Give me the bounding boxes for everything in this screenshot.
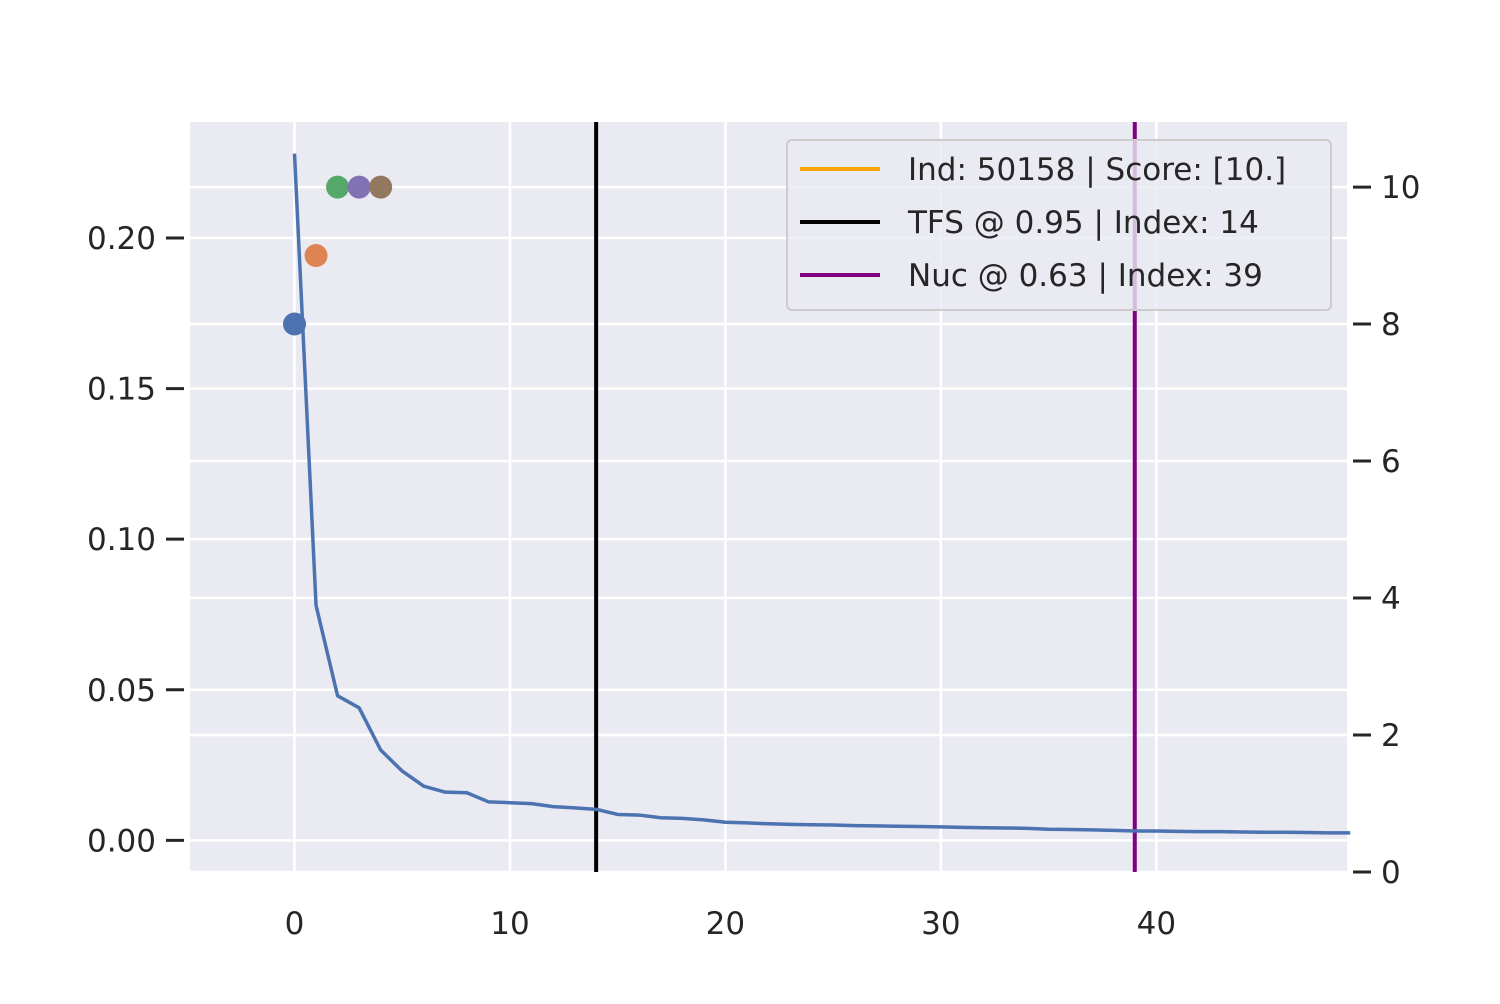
data-point: [326, 175, 350, 199]
y2-tick-label: 10: [1381, 170, 1420, 206]
legend-box: [786, 139, 1332, 311]
data-point: [347, 175, 371, 199]
y2-tick-label: 0: [1381, 855, 1401, 891]
y-tick-label: 0.15: [87, 372, 156, 408]
y2-tick-label: 4: [1381, 581, 1401, 617]
data-point: [282, 312, 306, 336]
data-point: [304, 244, 328, 268]
legend-label: Ind: 50158 | Score: [10.]: [908, 152, 1286, 188]
series-line: [292, 153, 1351, 835]
data-point: [369, 175, 393, 199]
y2-tick-label: 2: [1381, 718, 1401, 754]
x-tick-label: 20: [706, 906, 745, 942]
y-tick-label: 0.05: [87, 673, 156, 709]
y-tick-label: 0.10: [87, 522, 156, 558]
x-tick-label: 30: [921, 906, 960, 942]
points-layer: [282, 175, 393, 336]
x-axis-ticks: 0 10 20 30 40: [285, 906, 1176, 942]
y-tick-label: 0.20: [87, 221, 156, 257]
legend-label: TFS @ 0.95 | Index: 14: [907, 205, 1259, 241]
series-layer: [292, 153, 1351, 835]
x-tick-label: 0: [285, 906, 305, 942]
x-tick-label: 10: [490, 906, 529, 942]
y-axis-ticks: 0.00 0.05 0.10 0.15 0.20: [87, 221, 184, 859]
x-tick-label: 40: [1137, 906, 1176, 942]
legend-label: Nuc @ 0.63 | Index: 39: [908, 258, 1263, 294]
y2-tick-label: 6: [1381, 444, 1401, 480]
y2-axis-ticks: 0 2 4 6 8 10: [1353, 170, 1420, 891]
y-tick-label: 0.00: [87, 823, 156, 859]
legend: Ind: 50158 | Score: [10.] TFS @ 0.95 | In…: [786, 139, 1332, 311]
y2-tick-label: 8: [1381, 307, 1401, 343]
